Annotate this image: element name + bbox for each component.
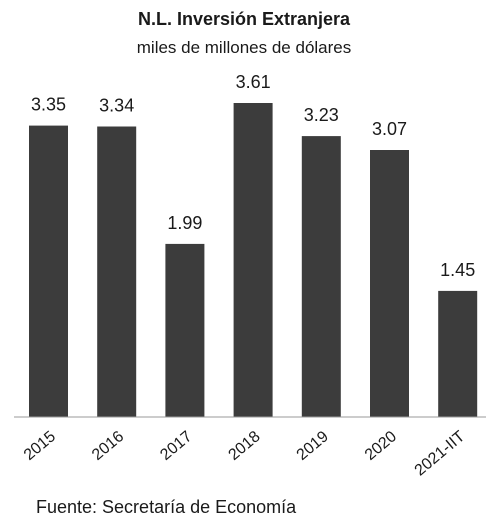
data-label-2018: 3.61 — [236, 72, 271, 92]
data-label-2015: 3.35 — [31, 95, 66, 115]
bars-group: 3.35 2015 3.34 2016 1.99 2017 3.61 2018 3.23 2019… — [21, 72, 478, 479]
bar-2019 — [301, 136, 341, 417]
x-tick-label-2016: 2016 — [89, 428, 127, 464]
chart-subtitle: miles de millones de dólares — [137, 38, 352, 57]
data-label-2021-IIT: 1.45 — [440, 260, 475, 280]
bar-2015 — [29, 125, 68, 417]
bar-2017 — [165, 243, 205, 417]
x-tick-label-2019: 2019 — [294, 428, 332, 464]
x-tick-label-2021-IIT: 2021-IIT — [412, 428, 469, 479]
data-label-2019: 3.23 — [304, 105, 339, 125]
x-tick-label-2018: 2018 — [225, 428, 263, 464]
x-tick-label-2017: 2017 — [157, 428, 195, 464]
bar-2016 — [97, 126, 137, 417]
bar-2020 — [370, 150, 409, 417]
data-label-2017: 1.99 — [167, 213, 202, 233]
data-label-2016: 3.34 — [99, 96, 134, 116]
bar-2021-IIT — [438, 290, 478, 417]
source-note: Fuente: Secretaría de Economía — [36, 497, 297, 517]
chart-title: N.L. Inversión Extranjera — [138, 9, 351, 29]
x-tick-label-2020: 2020 — [362, 428, 400, 464]
bar-2018 — [233, 103, 273, 417]
data-label-2020: 3.07 — [372, 119, 407, 139]
x-tick-label-2015: 2015 — [21, 428, 59, 464]
